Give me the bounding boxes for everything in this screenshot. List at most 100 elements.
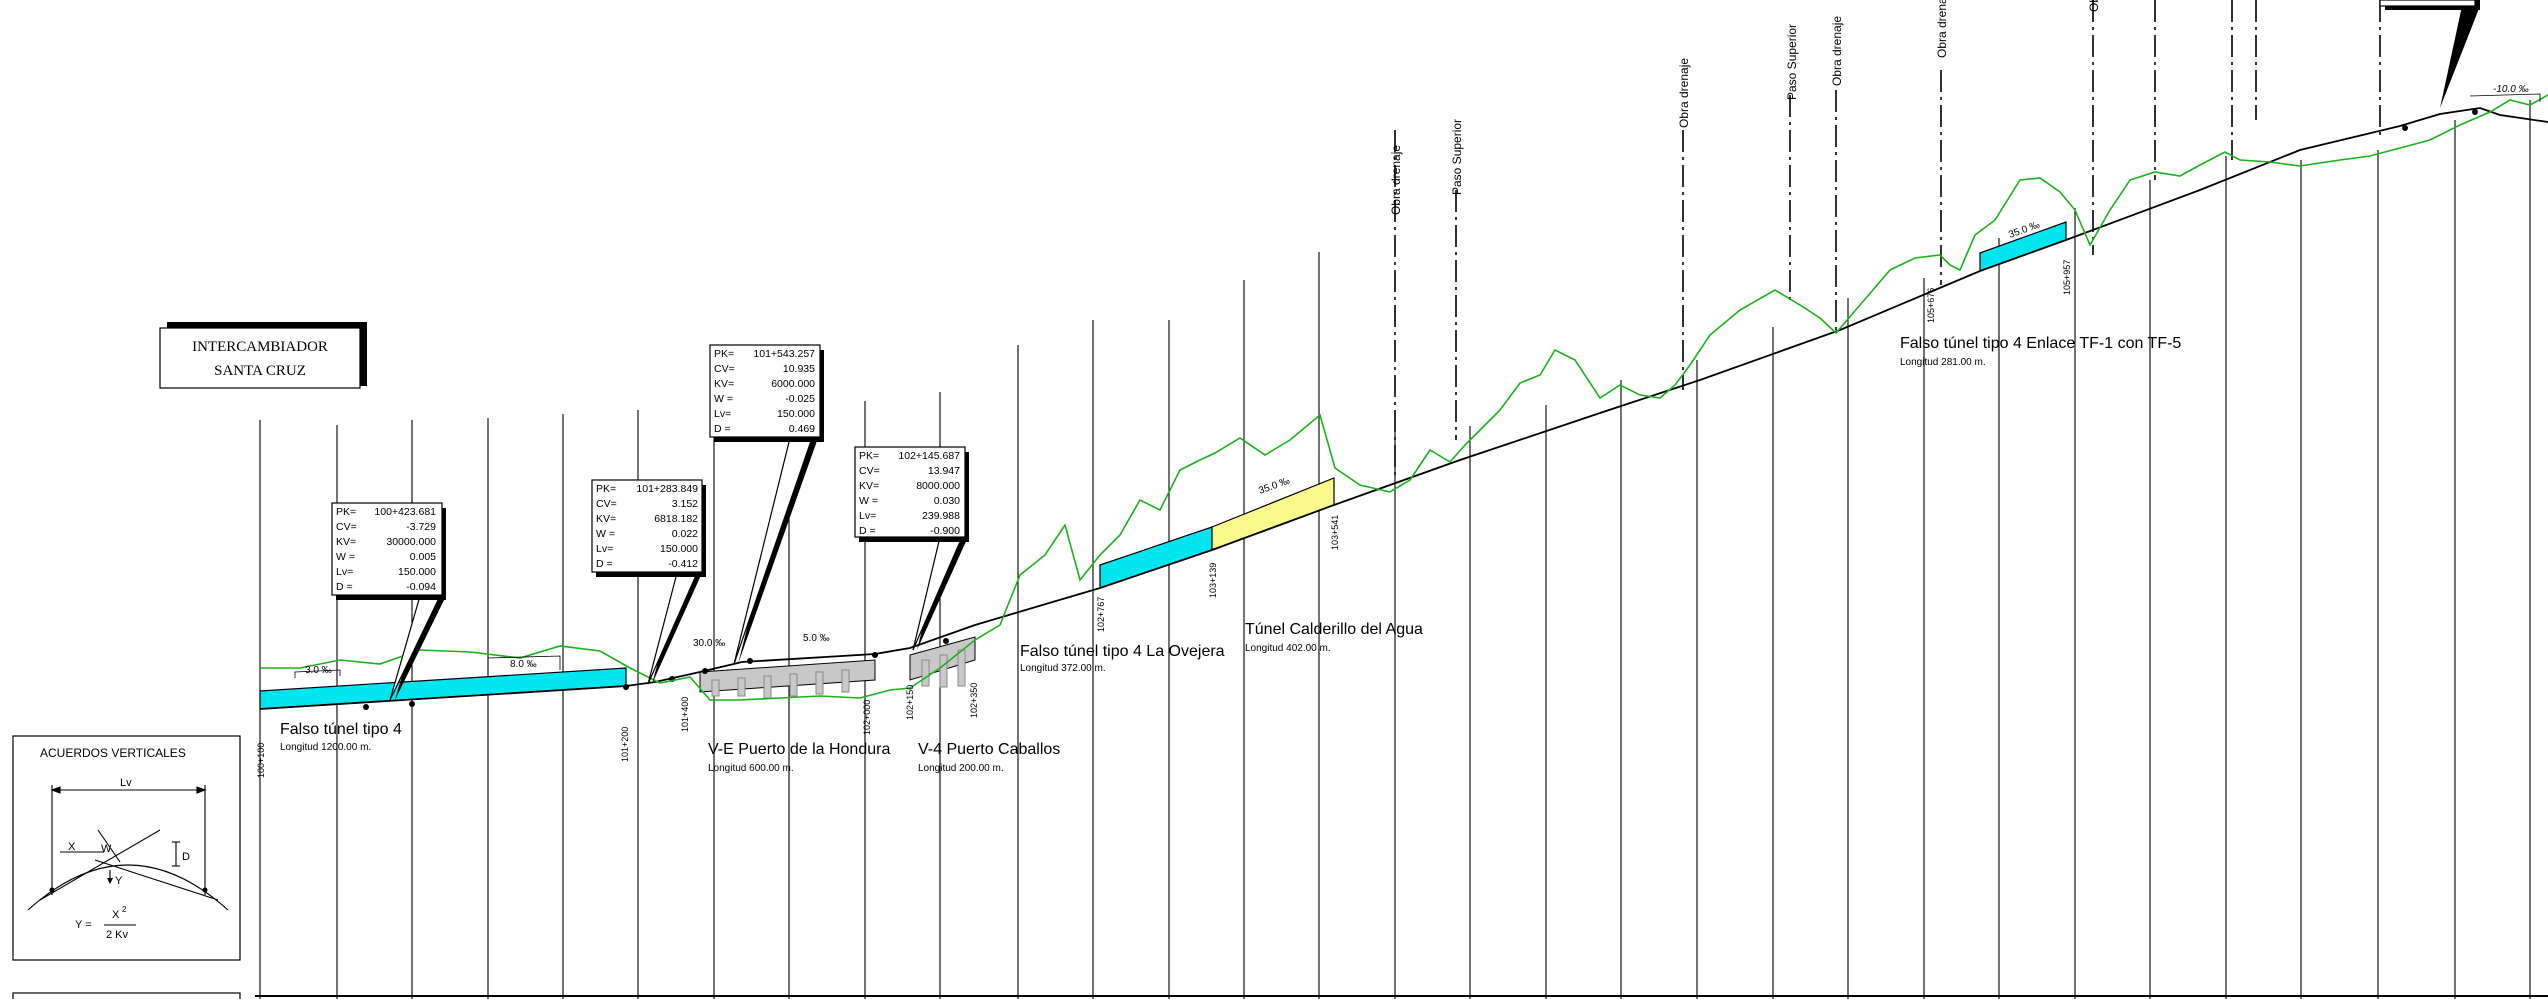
vertical-curve-callout: PK= 100+423.681 CV= -3.729 KV= 30000.000 W …	[331, 502, 446, 701]
callout-value: 3.152	[672, 498, 698, 510]
callout-value: 0.005	[410, 551, 436, 563]
legend-title: ACUERDOS VERTICALES	[40, 746, 186, 760]
callout-value: -3.729	[406, 521, 436, 533]
legend-y: Y	[115, 875, 123, 887]
callout-value: 13.947	[928, 465, 960, 477]
callout-key: W =	[336, 551, 355, 563]
callout-value: -0.412	[668, 558, 698, 570]
callout-key: D =	[859, 525, 876, 537]
crossing-label: Obra drenaje	[1935, 0, 1949, 58]
terrain-line	[260, 94, 2548, 701]
callout-value: 30000.000	[386, 536, 436, 548]
structure-length: Longitud 600.00 m.	[708, 763, 794, 774]
structure-name: Túnel Calderillo del Agua	[1245, 621, 1423, 638]
callout-key: W =	[714, 393, 733, 405]
legend-formula-den: 2 Kv	[106, 929, 129, 941]
callout-value: 102+145.687	[898, 450, 960, 462]
callout-value: -0.900	[930, 525, 960, 537]
interchange-line2: SANTA CRUZ	[214, 363, 306, 379]
callout-value: 150.000	[398, 566, 436, 578]
structure-name: V-4 Puerto Caballos	[918, 741, 1060, 758]
callout-value: -0.025	[785, 393, 815, 405]
callout-key: Lv=	[714, 408, 731, 420]
callout-key: Lv=	[859, 510, 876, 522]
callout-key: PK=	[859, 450, 879, 462]
callout-key: CV=	[336, 521, 357, 533]
callout-key: CV=	[859, 465, 880, 477]
chainage-label: 102+000	[862, 700, 872, 735]
callout-key: D =	[336, 581, 353, 593]
callout-value: 150.000	[660, 543, 698, 555]
structure-length: Longitud 372.00 m.	[1020, 663, 1106, 674]
callout-value: 0.469	[789, 423, 815, 435]
chainage-label: 105+957	[2062, 260, 2072, 295]
callout-value: 0.022	[672, 528, 698, 540]
vertical-curve-callout: PK= 101+543.257 CV= 10.935 KV= 6000.000 W =…	[709, 344, 824, 665]
chainage-label: 101+400	[680, 697, 690, 732]
partial-callout-top-right	[2379, 0, 2480, 108]
structure-name: Falso túnel tipo 4 Enlace TF-1 con TF-5	[1900, 335, 2181, 352]
chainage-labels: 100+100 101+200 101+400 102+000 102+150 …	[256, 260, 2072, 778]
chainage-label: 102+150	[905, 685, 915, 720]
bottom-left-frame	[12, 992, 241, 999]
callout-key: W =	[596, 528, 615, 540]
structure-length: Longitud 1200.00 m.	[280, 742, 371, 753]
chainage-label: 101+200	[620, 727, 630, 762]
legend-formula-exp: 2	[122, 905, 127, 914]
structure-name: Falso túnel tipo 4 La Ovejera	[1020, 643, 1225, 660]
chainage-label: 103+139	[1208, 563, 1218, 598]
structures	[259, 221, 2067, 710]
vertical-curve-legend: ACUERDOS VERTICALES Lv X W D	[12, 735, 241, 961]
callout-key: PK=	[714, 348, 734, 360]
callout-value: 150.000	[777, 408, 815, 420]
legend-d: D	[182, 851, 190, 863]
legend-formula-num: X	[112, 909, 120, 921]
crossing-label: Paso Superior	[1785, 24, 1799, 100]
callout-key: Lv=	[596, 543, 613, 555]
legend-lv: Lv	[120, 777, 132, 789]
callout-value: 6818.182	[654, 513, 698, 525]
crossing-label: Obra d	[2087, 0, 2101, 12]
grade-label: 8.0 ‰	[510, 659, 537, 670]
crossing-label: Obra drenaje	[1677, 58, 1691, 128]
grade-line	[259, 107, 2548, 710]
callout-value: 239.988	[922, 510, 960, 522]
callout-key: KV=	[714, 378, 734, 390]
vertical-curve-callout: PK= 101+283.849 CV= 3.152 KV= 6818.182 W = 0…	[591, 479, 706, 685]
chainage-label: 102+350	[969, 683, 979, 718]
callout-value: 10.935	[783, 363, 815, 375]
interchange-box: INTERCAMBIADOR SANTA CRUZ	[159, 322, 367, 389]
callout-key: Lv=	[336, 566, 353, 578]
callout-value: -0.094	[406, 581, 436, 593]
legend-w: W	[101, 843, 112, 855]
chainage-label: 100+100	[256, 743, 266, 778]
chainage-label: 105+676	[1926, 288, 1936, 323]
crossing-labels: Obra drenaje Paso Superior Obra drenaje …	[1389, 0, 2101, 215]
callout-key: KV=	[336, 536, 356, 548]
grade-label: 5.0 ‰	[803, 633, 830, 644]
callout-key: W =	[859, 495, 878, 507]
chainage-label: 103+541	[1330, 515, 1340, 550]
grade-label: 3.0 ‰	[305, 665, 332, 676]
structure-labels: Falso túnel tipo 4 Longitud 1200.00 m. V…	[280, 335, 2181, 774]
false-tunnel-ovejera	[1099, 526, 1213, 589]
callout-key: CV=	[714, 363, 735, 375]
legend-formula-lhs: Y =	[75, 919, 92, 931]
crossing-label: Obra drenaje	[1830, 16, 1844, 86]
callout-value: 101+543.257	[753, 348, 815, 360]
callout-key: PK=	[596, 483, 616, 495]
callout-key: KV=	[859, 480, 879, 492]
callout-value: 8000.000	[916, 480, 960, 492]
crossing-label: Paso Superior	[1450, 119, 1464, 195]
structure-length: Longitud 281.00 m.	[1900, 357, 1986, 368]
viaduct-hondura-piers	[711, 669, 850, 699]
callout-key: D =	[714, 423, 731, 435]
structure-name: V-E Puerto de la Hondura	[708, 741, 890, 758]
legend-x: X	[68, 841, 76, 853]
callout-value: 101+283.849	[636, 483, 698, 495]
callout-key: CV=	[596, 498, 617, 510]
interchange-line1: INTERCAMBIADOR	[192, 339, 328, 355]
chainage-label: 102+767	[1096, 597, 1106, 632]
grade-label-rules	[294, 93, 2541, 678]
